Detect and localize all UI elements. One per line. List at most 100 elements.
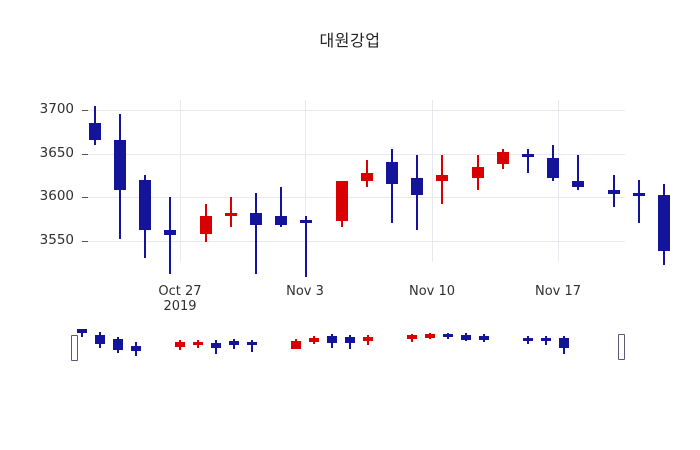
mini-candle-body [291, 341, 301, 349]
mini-candle-body [131, 346, 141, 351]
candle-body [572, 181, 584, 187]
candlestick-up[interactable] [472, 100, 484, 262]
candlestick-down[interactable] [114, 100, 126, 262]
candle-wick [305, 216, 307, 278]
mini-candle-body [523, 338, 533, 341]
mini-candle-body [327, 336, 337, 343]
page-title: 대원강업 [319, 31, 381, 50]
mini-candlestick-down [523, 326, 533, 370]
candlestick-down[interactable] [139, 100, 151, 262]
candle-body [658, 195, 670, 251]
mini-candlestick-up [363, 326, 373, 370]
x-axis-tick-label: Nov 17 [534, 284, 582, 299]
mini-candlestick-up [175, 326, 185, 370]
candle-body [547, 157, 559, 178]
mini-candle-body [541, 338, 551, 341]
candle-body [200, 216, 212, 234]
mini-candlestick-down [461, 326, 471, 370]
mini-candlestick-up [193, 326, 203, 370]
mini-candle-body [309, 338, 319, 342]
candlestick-up[interactable] [497, 100, 509, 262]
candlestick-down[interactable] [164, 100, 176, 274]
candle-wick [255, 192, 257, 274]
mini-candlestick-down [443, 326, 453, 370]
mini-candlestick-down [77, 326, 87, 370]
candlestick-down[interactable] [547, 100, 559, 262]
mini-candle-body [443, 334, 453, 337]
mini-candlestick-down [211, 326, 221, 370]
mini-candlestick-down [345, 326, 355, 370]
candle-body [164, 230, 176, 236]
candlestick-down[interactable] [89, 100, 101, 262]
candlestick-down[interactable] [658, 100, 670, 265]
mini-candle-body [211, 343, 221, 348]
candle-body [225, 212, 237, 217]
mini-candle-body [363, 337, 373, 341]
mini-candlestick-down [327, 326, 337, 370]
mini-candle-body [77, 329, 87, 333]
y-gridline [88, 110, 625, 111]
candlestick-up[interactable] [225, 100, 237, 262]
candle-body [275, 216, 287, 225]
candlestick-down[interactable] [608, 100, 620, 262]
candlestick-down[interactable] [633, 100, 645, 262]
mini-candlestick-down [95, 326, 105, 370]
x-gridline [558, 100, 559, 262]
mini-candle-body [175, 342, 185, 347]
candle-body [139, 179, 151, 231]
y-axis-tick-label: 3600 [39, 188, 74, 204]
range-selector-right-handle[interactable] [618, 334, 625, 360]
candle-body [336, 181, 348, 222]
candlestick-up[interactable] [361, 100, 373, 262]
y-axis-tick-label: 3700 [39, 101, 74, 117]
range-selector-left-handle[interactable] [71, 335, 78, 361]
candlestick-down[interactable] [411, 100, 423, 262]
x-axis-tick-label: Nov 10 [408, 284, 456, 299]
candle-body [608, 190, 620, 194]
mini-candle-wick [81, 331, 83, 337]
x-gridline [432, 100, 433, 262]
candlestick-down[interactable] [522, 100, 534, 262]
candle-body [497, 151, 509, 164]
mini-candle-wick [251, 340, 253, 352]
mini-candlestick-down [247, 326, 257, 370]
x-gridline [180, 100, 181, 262]
mini-candle-body [425, 334, 435, 338]
candlestick-down[interactable] [572, 100, 584, 262]
candlestick-down[interactable] [386, 100, 398, 262]
mini-candlestick-up [291, 326, 301, 370]
mini-candle-body [95, 335, 105, 344]
mini-candle-body [247, 342, 257, 345]
candlestick-up[interactable] [336, 100, 348, 262]
y-tick-mark [82, 153, 88, 155]
mini-candle-body [229, 341, 239, 345]
x-axis-tick-label: Nov 3 [286, 284, 324, 299]
y-tick-mark [82, 240, 88, 242]
candlestick-up[interactable] [200, 100, 212, 262]
mini-candlestick-down [541, 326, 551, 370]
candle-body [114, 140, 126, 191]
candle-body [361, 172, 373, 182]
candlestick-down[interactable] [275, 100, 287, 262]
mini-candlestick-up [425, 326, 435, 370]
candlestick-down[interactable] [250, 100, 262, 274]
candlestick-down[interactable] [300, 100, 312, 278]
y-gridline [88, 197, 625, 198]
mini-candlestick-up [407, 326, 417, 370]
candle-wick [577, 155, 579, 191]
candle-wick [391, 149, 393, 224]
candlestick-plot[interactable]: 3700 3650 3600 3550 Oct 27 2019 Nov 3 Nov 10 Nov… [40, 100, 670, 314]
mini-candle-body [407, 335, 417, 339]
mini-candle-body [559, 338, 569, 348]
mini-candle-body [113, 339, 123, 350]
candlestick-up[interactable] [436, 100, 448, 262]
mini-candle-body [479, 336, 489, 340]
mini-candlestick-down [559, 326, 569, 370]
candle-body [386, 162, 398, 184]
y-tick-mark [82, 197, 88, 198]
candle-body [411, 177, 423, 196]
range-selector[interactable] [60, 326, 632, 370]
y-tick-mark [82, 110, 88, 111]
mini-candle-body [345, 337, 355, 343]
